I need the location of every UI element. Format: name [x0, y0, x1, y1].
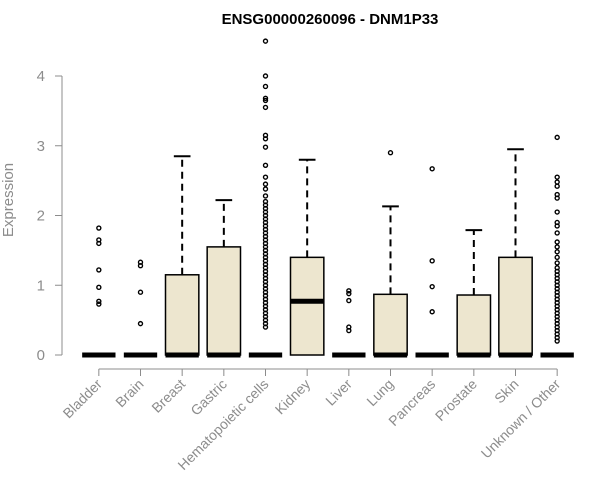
outlier-point [554, 244, 560, 250]
outlier-point [554, 179, 560, 185]
outlier-point [262, 186, 269, 192]
box-body [164, 274, 200, 356]
x-tick-label: Bladder [60, 376, 106, 422]
y-tick-label: 2 [37, 208, 45, 225]
outlier-point [429, 166, 435, 172]
box-group [456, 229, 492, 358]
outlier-point [262, 174, 269, 180]
outlier-point [262, 193, 269, 199]
outlier-point [554, 183, 560, 189]
outlier-point [96, 267, 102, 273]
box-group [415, 166, 449, 358]
outlier-point [262, 95, 269, 102]
outlier-point [262, 97, 269, 104]
box-group [540, 134, 574, 358]
outlier-point [262, 324, 269, 330]
y-tick-label: 0 [37, 347, 45, 364]
x-tick-label: Prostate [432, 376, 480, 424]
outlier-point [262, 73, 269, 79]
outlier-point [262, 104, 269, 111]
outlier-point [96, 284, 102, 291]
outlier-point [554, 134, 560, 141]
outlier-point [429, 283, 435, 290]
box-group [373, 150, 408, 358]
outlier-point [554, 195, 560, 201]
outlier-point [137, 289, 144, 295]
x-tick-label: Lung [363, 376, 396, 409]
outlier-point [262, 144, 269, 150]
outlier-point [346, 288, 352, 294]
box-group [289, 158, 325, 356]
outlier-point [96, 225, 102, 231]
outlier-point [554, 209, 560, 215]
box-group [206, 199, 242, 358]
x-tick-label: Unknown / Other [478, 376, 564, 462]
y-axis: 0 1 2 3 4 [37, 68, 63, 364]
outlier-point [96, 240, 102, 247]
outlier-point [137, 263, 144, 269]
box-group [498, 148, 533, 358]
outlier-point [429, 309, 435, 315]
outlier-point [387, 150, 394, 156]
box-group [332, 288, 366, 358]
box-group [164, 155, 200, 358]
outlier-point [262, 162, 269, 168]
y-tick-label: 1 [37, 277, 45, 294]
y-tick-label: 3 [37, 138, 45, 155]
x-tick-label: Brain [112, 376, 146, 410]
box-body [206, 246, 242, 356]
box-group [82, 225, 116, 358]
outlier-point [137, 320, 144, 327]
box-group [123, 259, 158, 358]
box-body [456, 294, 492, 356]
box-body [289, 256, 325, 356]
box-body [373, 293, 408, 356]
x-tick-label: Liver [322, 376, 355, 409]
y-axis-label: Expression [0, 163, 17, 237]
outlier-point [554, 254, 560, 261]
outlier-point [554, 174, 560, 180]
outlier-point [554, 249, 560, 255]
y-tick-label: 4 [37, 68, 45, 85]
box-group [248, 38, 283, 358]
outlier-point [429, 258, 435, 264]
outlier-point [554, 239, 560, 245]
box-body [498, 256, 533, 356]
outlier-point [96, 298, 102, 304]
outlier-point [262, 38, 269, 44]
outlier-point [554, 230, 560, 236]
outlier-point [554, 260, 560, 266]
outlier-point [554, 223, 560, 229]
x-tick-label: Kidney [272, 376, 314, 418]
x-tick-label: Breast [148, 376, 188, 416]
outlier-point [346, 297, 352, 304]
box-series [82, 38, 574, 358]
outlier-point [262, 136, 269, 142]
outlier-point [554, 338, 560, 344]
outlier-point [346, 327, 352, 334]
outlier-point [262, 83, 269, 90]
outlier-point [262, 181, 269, 187]
outlier-point [346, 290, 352, 297]
chart-title: ENSG00000260096 - DNM1P33 [222, 11, 439, 28]
outlier-point [96, 301, 102, 307]
x-tick-label: Skin [491, 376, 522, 407]
